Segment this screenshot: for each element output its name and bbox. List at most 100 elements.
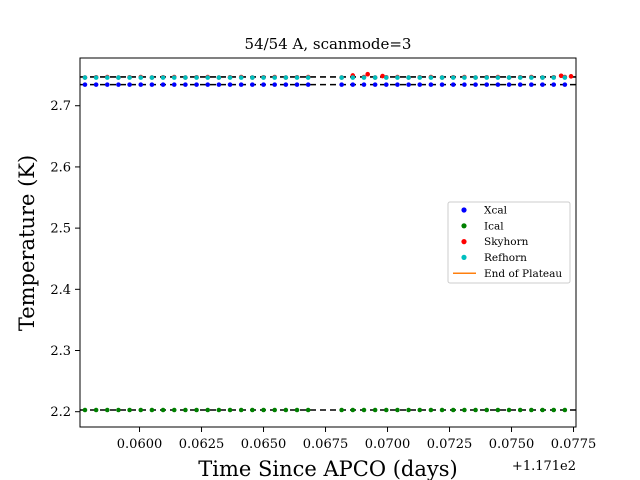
xcal-point xyxy=(116,82,121,87)
ical-point xyxy=(439,407,445,413)
ical-point xyxy=(116,407,121,413)
xcal-point xyxy=(473,82,478,87)
ical-point xyxy=(462,407,467,413)
x-tick-label: 0.0625 xyxy=(179,437,225,452)
ical-point xyxy=(372,407,378,413)
x-tick-label: 0.0775 xyxy=(551,437,597,452)
refhorn-point xyxy=(138,75,144,80)
xcal-point xyxy=(160,82,166,87)
ical-point xyxy=(562,407,568,413)
xcal-point xyxy=(216,82,222,87)
xcal-point xyxy=(417,82,423,87)
xcal-point xyxy=(82,82,88,87)
plot-marks xyxy=(80,71,576,413)
xcal-point xyxy=(261,82,266,87)
refhorn-point xyxy=(238,75,244,80)
xcal-point xyxy=(127,82,132,87)
ical-point xyxy=(238,407,244,413)
refhorn-point xyxy=(82,75,88,80)
ical-point xyxy=(495,407,501,413)
legend-box xyxy=(447,201,571,284)
xcal-point xyxy=(171,82,177,87)
ical-point xyxy=(104,407,110,413)
xcal-point xyxy=(104,82,110,87)
refhorn-point xyxy=(540,75,545,80)
xcal-point xyxy=(517,82,523,87)
skyhorn-point xyxy=(380,73,385,79)
y-tick-label: 2.2 xyxy=(50,405,71,420)
ical-point xyxy=(183,407,188,413)
ical-point xyxy=(339,407,344,413)
refhorn-point xyxy=(473,75,478,80)
xcal-point xyxy=(283,82,289,87)
refhorn-point xyxy=(529,75,534,80)
skyhorn-point xyxy=(568,74,574,79)
xcal-point xyxy=(93,82,99,87)
refhorn-point xyxy=(205,75,211,80)
legend: Xcal Ical Skyhorn Refhorn End of Plateau xyxy=(447,201,571,284)
ical-point xyxy=(82,407,88,413)
skyhorn-point xyxy=(558,73,564,79)
ical-point xyxy=(194,407,199,413)
xcal-point xyxy=(506,82,512,87)
ical-point xyxy=(406,407,411,413)
ical-point xyxy=(473,407,478,413)
refhorn-point xyxy=(361,75,367,80)
ical-point xyxy=(350,407,356,413)
ical-point xyxy=(517,407,523,413)
xcal-point xyxy=(439,82,445,87)
xcal-point xyxy=(194,82,199,87)
ical-point xyxy=(93,407,99,413)
ical-point xyxy=(227,407,233,413)
xcal-point xyxy=(305,82,311,87)
ical-point xyxy=(506,407,512,413)
xcal-point xyxy=(149,82,155,87)
x-axis-ticks: 0.0600 0.0625 0.0650 0.0675 0.0700 0.0725 0.07… xyxy=(117,427,597,452)
xcal-point xyxy=(562,82,568,87)
refhorn-point xyxy=(149,75,155,80)
refhorn-point xyxy=(294,75,300,80)
x-tick-label: 0.0675 xyxy=(303,437,349,452)
refhorn-point xyxy=(506,75,512,80)
x-tick-label: 0.0700 xyxy=(365,437,411,452)
refhorn-point xyxy=(261,75,266,80)
refhorn-point xyxy=(462,75,467,80)
refhorn-point xyxy=(428,75,434,80)
refhorn-point xyxy=(395,75,400,80)
refhorn-point xyxy=(551,75,556,80)
xcal-point xyxy=(406,82,411,87)
refhorn-point xyxy=(127,75,132,80)
x-tick-label: 0.0600 xyxy=(117,437,163,452)
chart-title: 54/54 A, scanmode=3 xyxy=(245,35,412,53)
refhorn-point xyxy=(517,75,523,80)
refhorn-point xyxy=(171,75,177,80)
ical-point xyxy=(395,407,400,413)
legend-marker-ical xyxy=(461,223,467,229)
ical-point xyxy=(450,407,456,413)
xcal-point xyxy=(350,82,356,87)
refhorn-point xyxy=(272,75,277,80)
ical-point xyxy=(417,407,423,413)
ical-point xyxy=(428,407,434,413)
refhorn-point xyxy=(227,75,233,80)
refhorn-point xyxy=(183,75,188,80)
xcal-point xyxy=(238,82,244,87)
legend-label-ical: Ical xyxy=(484,220,504,232)
ical-point xyxy=(205,407,211,413)
xcal-point xyxy=(395,82,400,87)
xcal-point xyxy=(450,82,456,87)
refhorn-point xyxy=(439,75,445,80)
ical-point xyxy=(551,407,556,413)
ical-point xyxy=(160,407,166,413)
legend-label-skyhorn: Skyhorn xyxy=(484,236,529,248)
y-tick-label: 2.4 xyxy=(50,283,71,298)
y-tick-label: 2.5 xyxy=(50,222,71,237)
refhorn-point xyxy=(383,75,389,80)
refhorn-point xyxy=(562,75,568,80)
refhorn-point xyxy=(283,75,289,80)
legend-marker-refhorn xyxy=(461,254,467,260)
refhorn-point xyxy=(216,75,222,80)
xcal-point xyxy=(250,82,255,87)
refhorn-point xyxy=(417,75,423,80)
